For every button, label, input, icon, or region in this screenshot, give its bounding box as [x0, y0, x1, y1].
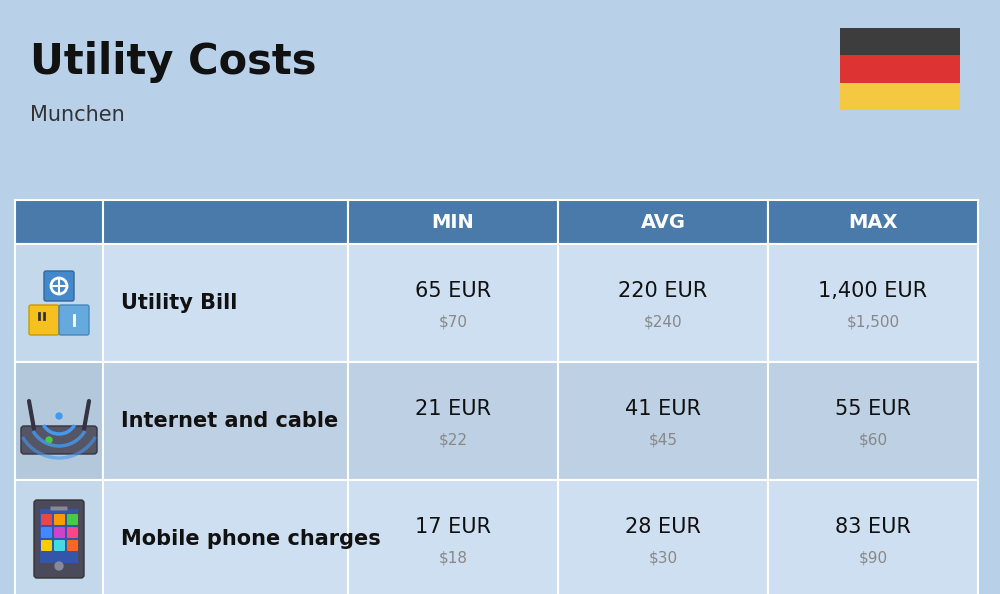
FancyBboxPatch shape — [348, 362, 558, 480]
Text: 28 EUR: 28 EUR — [625, 517, 701, 537]
FancyBboxPatch shape — [40, 509, 78, 563]
Text: MIN: MIN — [432, 213, 474, 232]
FancyBboxPatch shape — [768, 244, 978, 362]
Text: 65 EUR: 65 EUR — [415, 281, 491, 301]
Text: AVG: AVG — [640, 213, 686, 232]
FancyBboxPatch shape — [50, 507, 68, 510]
FancyBboxPatch shape — [348, 200, 558, 244]
Text: MAX: MAX — [848, 213, 898, 232]
FancyBboxPatch shape — [41, 514, 52, 525]
FancyBboxPatch shape — [21, 426, 97, 454]
Text: $70: $70 — [438, 314, 468, 330]
Text: Utility Bill: Utility Bill — [121, 293, 237, 313]
Text: 220 EUR: 220 EUR — [618, 281, 708, 301]
Text: Munchen: Munchen — [30, 105, 125, 125]
FancyBboxPatch shape — [41, 540, 52, 551]
FancyBboxPatch shape — [768, 480, 978, 594]
FancyBboxPatch shape — [840, 55, 960, 83]
FancyBboxPatch shape — [34, 500, 84, 578]
FancyBboxPatch shape — [558, 480, 768, 594]
FancyBboxPatch shape — [15, 362, 103, 480]
FancyBboxPatch shape — [67, 527, 78, 538]
Text: 17 EUR: 17 EUR — [415, 517, 491, 537]
FancyBboxPatch shape — [29, 305, 59, 335]
FancyBboxPatch shape — [768, 362, 978, 480]
FancyBboxPatch shape — [348, 244, 558, 362]
Text: $45: $45 — [648, 432, 678, 447]
FancyBboxPatch shape — [54, 514, 65, 525]
Text: $30: $30 — [648, 551, 678, 565]
Text: $240: $240 — [644, 314, 682, 330]
FancyBboxPatch shape — [67, 514, 78, 525]
FancyBboxPatch shape — [103, 244, 348, 362]
FancyBboxPatch shape — [41, 527, 52, 538]
Circle shape — [46, 437, 52, 443]
Text: Utility Costs: Utility Costs — [30, 41, 316, 83]
FancyBboxPatch shape — [840, 83, 960, 110]
FancyBboxPatch shape — [15, 480, 103, 594]
Text: Internet and cable: Internet and cable — [121, 411, 338, 431]
FancyBboxPatch shape — [103, 200, 348, 244]
Text: $1,500: $1,500 — [846, 314, 900, 330]
Text: $90: $90 — [858, 551, 888, 565]
Text: 55 EUR: 55 EUR — [835, 399, 911, 419]
FancyBboxPatch shape — [15, 200, 103, 244]
FancyBboxPatch shape — [103, 480, 348, 594]
Text: 83 EUR: 83 EUR — [835, 517, 911, 537]
Text: 41 EUR: 41 EUR — [625, 399, 701, 419]
Circle shape — [56, 413, 62, 419]
Text: 1,400 EUR: 1,400 EUR — [818, 281, 928, 301]
Circle shape — [55, 562, 63, 570]
Text: Mobile phone charges: Mobile phone charges — [121, 529, 381, 549]
FancyBboxPatch shape — [15, 244, 103, 362]
FancyBboxPatch shape — [59, 305, 89, 335]
FancyBboxPatch shape — [840, 28, 960, 55]
FancyBboxPatch shape — [54, 527, 65, 538]
FancyBboxPatch shape — [44, 271, 74, 301]
FancyBboxPatch shape — [558, 200, 768, 244]
FancyBboxPatch shape — [558, 362, 768, 480]
Text: 21 EUR: 21 EUR — [415, 399, 491, 419]
Text: $18: $18 — [438, 551, 468, 565]
FancyBboxPatch shape — [67, 540, 78, 551]
FancyBboxPatch shape — [348, 480, 558, 594]
Text: $22: $22 — [438, 432, 468, 447]
FancyBboxPatch shape — [768, 200, 978, 244]
FancyBboxPatch shape — [54, 540, 65, 551]
Text: $60: $60 — [858, 432, 888, 447]
FancyBboxPatch shape — [558, 244, 768, 362]
FancyBboxPatch shape — [103, 362, 348, 480]
